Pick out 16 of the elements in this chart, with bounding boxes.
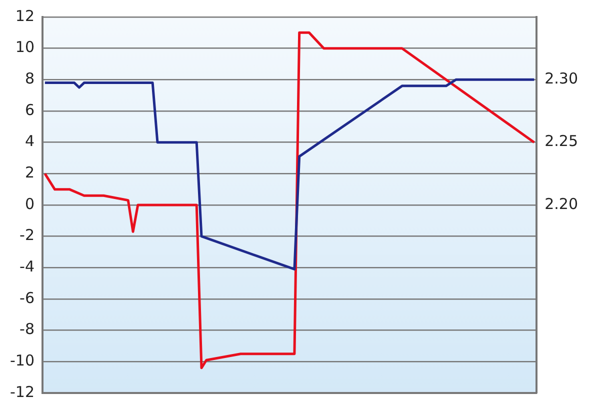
y-tick-label: -8 [20,320,34,338]
y-tick-label: 10 [15,38,34,56]
y-tick-label: 2 [24,164,34,182]
y-tick-label: 0 [24,194,34,213]
y-tick-label: 8 [24,70,34,88]
y2-tick-label: 2.25 [544,132,578,150]
y2-tick-label: 2.20 [544,194,578,213]
y-tick-label: 12 [15,6,34,25]
y-tick-label: -2 [20,226,34,244]
y-tick-label: -12 [10,382,34,401]
y-tick-label: 4 [24,132,34,150]
y-tick-label: -6 [20,288,34,307]
y-tick-label: -4 [20,258,34,276]
y-tick-label: -10 [10,352,34,370]
y2-tick-label: 2.30 [544,70,578,88]
y-tick-label: 6 [24,100,34,119]
